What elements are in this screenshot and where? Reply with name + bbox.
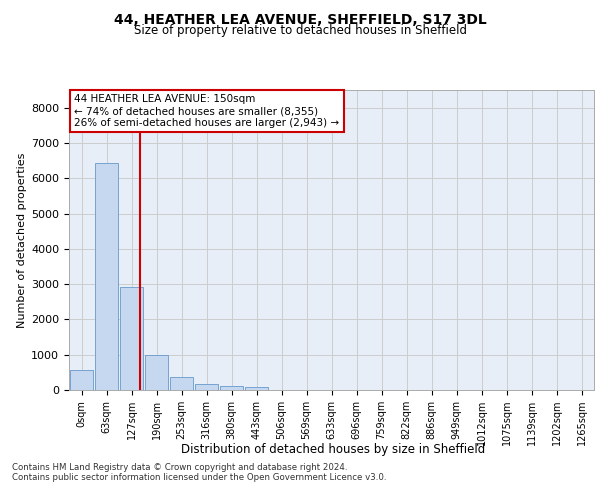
Bar bbox=[70, 370, 93, 390]
Text: 44 HEATHER LEA AVENUE: 150sqm
← 74% of detached houses are smaller (8,355)
26% o: 44 HEATHER LEA AVENUE: 150sqm ← 74% of d… bbox=[74, 94, 340, 128]
Bar bbox=[95, 164, 118, 390]
Y-axis label: Number of detached properties: Number of detached properties bbox=[17, 152, 27, 328]
Bar bbox=[245, 386, 268, 390]
Bar bbox=[145, 356, 168, 390]
Text: Size of property relative to detached houses in Sheffield: Size of property relative to detached ho… bbox=[133, 24, 467, 37]
Text: Contains public sector information licensed under the Open Government Licence v3: Contains public sector information licen… bbox=[12, 474, 386, 482]
Bar bbox=[220, 386, 243, 390]
Text: 44, HEATHER LEA AVENUE, SHEFFIELD, S17 3DL: 44, HEATHER LEA AVENUE, SHEFFIELD, S17 3… bbox=[113, 12, 487, 26]
Text: Distribution of detached houses by size in Sheffield: Distribution of detached houses by size … bbox=[181, 442, 485, 456]
Bar bbox=[170, 378, 193, 390]
Text: Contains HM Land Registry data © Crown copyright and database right 2024.: Contains HM Land Registry data © Crown c… bbox=[12, 464, 347, 472]
Bar bbox=[120, 287, 143, 390]
Bar bbox=[195, 384, 218, 390]
